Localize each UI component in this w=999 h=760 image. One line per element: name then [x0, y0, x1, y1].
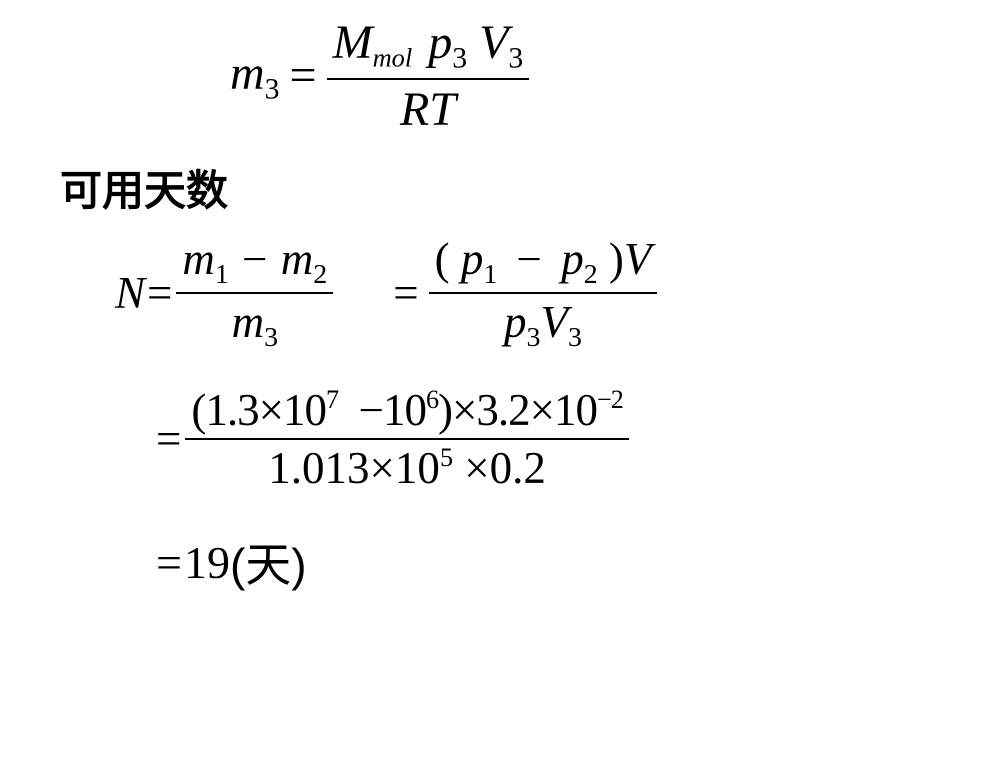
var-M: M: [333, 16, 373, 69]
sub-mol: mol: [373, 42, 413, 72]
var-V: V: [479, 16, 508, 69]
fraction-p: ( p1 − p2 )V p3V3: [429, 233, 658, 355]
sub-V3: 3: [508, 42, 523, 75]
equals: =: [393, 267, 418, 319]
equation-result: = 19(天): [150, 529, 999, 595]
var-V3d: V: [540, 297, 568, 347]
equals: =: [290, 48, 317, 103]
equals: =: [156, 536, 182, 589]
var-p2: p: [561, 234, 584, 284]
equation-N: N = m1 − m2 m3 = ( p1 − p2 )V p3V3: [115, 233, 999, 355]
fraction-m: m1 − m2 m3: [176, 233, 333, 355]
var-p: p: [428, 16, 452, 69]
var-m3d: m: [232, 297, 265, 347]
fraction-numeric: (1.3×107 −106)×3.2×10−2 1.013×105 ×0.2: [185, 384, 628, 494]
var-Vn: V: [624, 234, 652, 284]
var-m2: m: [281, 234, 314, 284]
sub-p3: 3: [452, 42, 467, 75]
var-N: N: [115, 267, 145, 319]
var-p1: p: [461, 234, 484, 284]
result-value: 19: [184, 536, 230, 589]
equation-numeric: = (1.3×107 −106)×3.2×10−2 1.013×105 ×0.2: [150, 384, 999, 494]
sub-3: 3: [265, 72, 280, 105]
var-m1: m: [182, 234, 215, 284]
var-p3d: p: [504, 297, 527, 347]
slide: m3 = Mmol p3 V3 RT 可用天数 N = m1 − m2: [0, 0, 999, 760]
var-m: m: [230, 47, 265, 100]
equation-m3: m3 = Mmol p3 V3 RT: [230, 15, 999, 137]
label-days: 可用天数: [60, 157, 999, 218]
equals: =: [147, 267, 172, 319]
equals: =: [156, 413, 181, 465]
fraction-m3: Mmol p3 V3 RT: [327, 15, 530, 137]
var-R: R: [400, 83, 429, 136]
var-T: T: [429, 83, 456, 136]
result-unit: (天): [230, 529, 307, 595]
